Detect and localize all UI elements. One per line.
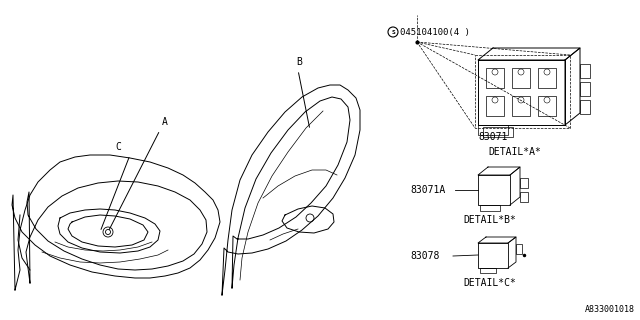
Bar <box>480 205 500 211</box>
Bar <box>516 244 522 254</box>
Bar <box>480 268 496 273</box>
Bar <box>520 178 528 188</box>
Text: DETAIL*A*: DETAIL*A* <box>488 147 541 157</box>
Text: C: C <box>115 142 121 152</box>
Bar <box>486 96 504 116</box>
Bar <box>520 192 528 202</box>
Bar <box>538 68 556 88</box>
Bar <box>483 127 513 137</box>
Bar <box>512 68 530 88</box>
Bar <box>478 125 508 135</box>
Text: DETAIL*B*: DETAIL*B* <box>463 215 516 225</box>
Text: 045104100(4 ): 045104100(4 ) <box>400 28 470 36</box>
Text: 83071: 83071 <box>478 132 508 142</box>
Bar <box>538 96 556 116</box>
Text: S: S <box>391 29 395 35</box>
Text: A: A <box>162 117 168 127</box>
Text: B: B <box>296 57 302 67</box>
Text: 83071A: 83071A <box>410 185 445 195</box>
Bar <box>580 100 590 114</box>
Bar <box>580 82 590 96</box>
Text: A833001018: A833001018 <box>585 305 635 314</box>
Bar <box>512 96 530 116</box>
Bar <box>486 68 504 88</box>
Text: DETAIL*C*: DETAIL*C* <box>463 278 516 288</box>
Text: 83078: 83078 <box>410 251 440 261</box>
Bar <box>580 64 590 78</box>
